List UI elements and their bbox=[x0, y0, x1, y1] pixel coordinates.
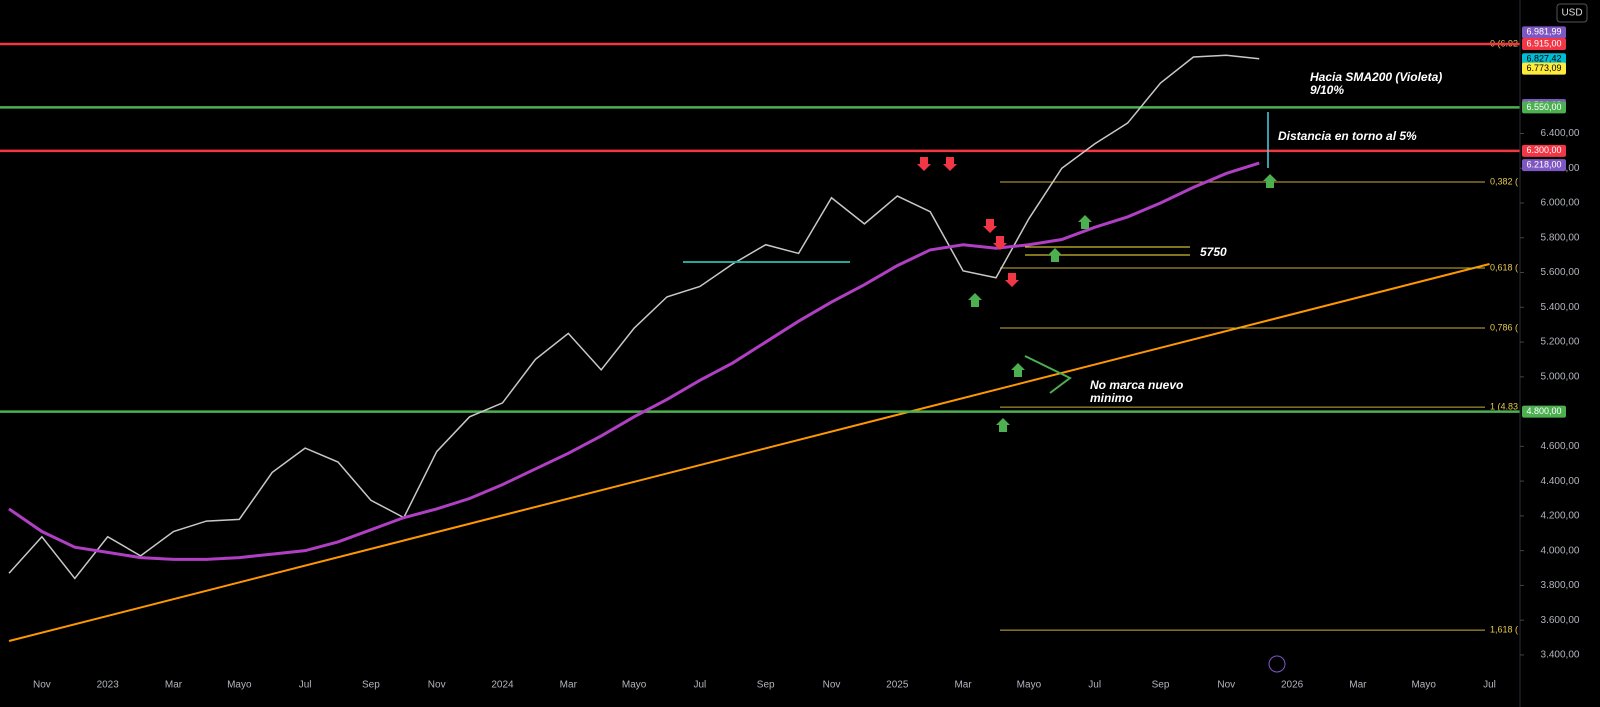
x-tick-label: Mayo bbox=[227, 680, 252, 691]
x-tick-label: Mar bbox=[560, 680, 578, 691]
x-tick-label: Nov bbox=[1217, 680, 1235, 691]
x-tick-label: Jul bbox=[1483, 680, 1496, 691]
fib-label: 1,618 ( bbox=[1490, 624, 1518, 634]
currency: USD bbox=[1561, 8, 1582, 19]
y-tick-label: 4.000,00 bbox=[1541, 545, 1580, 556]
y-tick-label: 6.000,00 bbox=[1541, 198, 1580, 209]
price-tag bbox=[1522, 405, 1566, 418]
price-tag bbox=[1522, 37, 1566, 50]
sell-arrow bbox=[917, 157, 931, 171]
x-tick-label: Sep bbox=[1152, 680, 1170, 691]
x-tick-label: Mar bbox=[165, 680, 183, 691]
y-tick-label: 5.200,00 bbox=[1541, 337, 1580, 348]
buy-arrow bbox=[968, 293, 982, 307]
x-tick-label: Mayo bbox=[1017, 680, 1042, 691]
x-tick-label: Jul bbox=[1088, 680, 1101, 691]
price-tag-label: 4.800,00 bbox=[1526, 406, 1561, 416]
y-tick-label: 4.600,00 bbox=[1541, 441, 1580, 452]
arrow bbox=[1024, 355, 1072, 394]
annotation: 9/10% bbox=[1310, 83, 1344, 97]
buy-arrow bbox=[1048, 248, 1062, 262]
price-tag bbox=[1522, 101, 1566, 114]
x-tick-label: Sep bbox=[362, 680, 380, 691]
series-layer bbox=[8, 54, 1260, 580]
series-line bbox=[8, 161, 1260, 561]
x-tick-label: Nov bbox=[428, 680, 446, 691]
x-tick-label: 2026 bbox=[1281, 680, 1304, 691]
axis-layer: 3.400,00 3.600,00 3.800,00 4.000,00 4.200,00… bbox=[33, 26, 1580, 691]
sell-arrow bbox=[983, 219, 997, 233]
y-tick-label: 5.800,00 bbox=[1541, 232, 1580, 243]
price-tag bbox=[1522, 62, 1566, 75]
annotation: minimo bbox=[1090, 391, 1133, 405]
price-tag-label: 6.915,00 bbox=[1526, 38, 1561, 48]
x-tick-label: Mayo bbox=[622, 680, 647, 691]
y-tick-label: 5.400,00 bbox=[1541, 302, 1580, 313]
x-tick-label: Mar bbox=[1349, 680, 1367, 691]
y-tick-label: 3.400,00 bbox=[1541, 650, 1580, 661]
sell-arrow bbox=[943, 157, 957, 171]
annotation: 5750 bbox=[1200, 245, 1227, 259]
trendline bbox=[8, 263, 1490, 642]
y-tick-label: 3.600,00 bbox=[1541, 615, 1580, 626]
fib-label: 0,382 ( bbox=[1490, 176, 1518, 186]
y-tick-label: 5.600,00 bbox=[1541, 267, 1580, 278]
currency-button[interactable] bbox=[1556, 3, 1588, 23]
buy-arrow bbox=[1078, 215, 1092, 229]
sell-arrow bbox=[993, 236, 1007, 250]
price-axis bbox=[1520, 0, 1600, 707]
x-tick-label: 2023 bbox=[97, 680, 120, 691]
price-tag-label: 6.827,42 bbox=[1526, 54, 1561, 64]
price-tag-label: 6.300,00 bbox=[1526, 145, 1561, 155]
y-tick-label: 4.200,00 bbox=[1541, 511, 1580, 522]
x-tick-label: Jul bbox=[694, 680, 707, 691]
price-tag-label: 6.550,00 bbox=[1526, 102, 1561, 112]
price-tag bbox=[1522, 53, 1566, 66]
sell-arrow bbox=[1005, 273, 1019, 287]
annotation: Hacia SMA200 (Violeta) bbox=[1310, 70, 1442, 84]
price-tag-label: 6.981,99 bbox=[1526, 27, 1561, 37]
x-tick-label: 2025 bbox=[886, 680, 909, 691]
price-tag bbox=[1522, 26, 1566, 39]
annotation: No marca nuevo bbox=[1090, 378, 1183, 392]
x-tick-label: Jul bbox=[299, 680, 312, 691]
flash-icon[interactable] bbox=[1268, 655, 1286, 673]
buy-arrow bbox=[1263, 174, 1277, 188]
series-line bbox=[8, 54, 1260, 580]
fib-label: 1 (4.83 bbox=[1490, 401, 1518, 411]
x-tick-label: 2024 bbox=[491, 680, 514, 691]
y-tick-label: 3.800,00 bbox=[1541, 580, 1580, 591]
price-tag-label: 6.218,00 bbox=[1526, 159, 1561, 169]
y-tick-label: 4.400,00 bbox=[1541, 476, 1580, 487]
x-tick-label: Nov bbox=[33, 680, 51, 691]
buy-arrow bbox=[996, 418, 1010, 432]
price-tag-label: 6.773,09 bbox=[1526, 63, 1561, 73]
fib-label: 0,786 ( bbox=[1490, 322, 1518, 332]
x-tick-label: Nov bbox=[823, 680, 841, 691]
x-tick-label: Mayo bbox=[1411, 680, 1436, 691]
y-tick-label: 5.000,00 bbox=[1541, 371, 1580, 382]
price-tag bbox=[1522, 144, 1566, 157]
buy-arrow bbox=[1011, 363, 1025, 377]
y-tick-label: 6.400,00 bbox=[1541, 128, 1580, 139]
lines-layer: 0 (6.920,382 (0,618 (0,786 (1 (4.831,618… bbox=[0, 38, 1520, 642]
x-tick-label: Sep bbox=[757, 680, 775, 691]
fib-label: 0,618 ( bbox=[1490, 262, 1518, 272]
annotation: Distancia en torno al 5% bbox=[1278, 129, 1417, 143]
x-tick-label: Mar bbox=[954, 680, 972, 691]
price-tag bbox=[1522, 159, 1566, 172]
